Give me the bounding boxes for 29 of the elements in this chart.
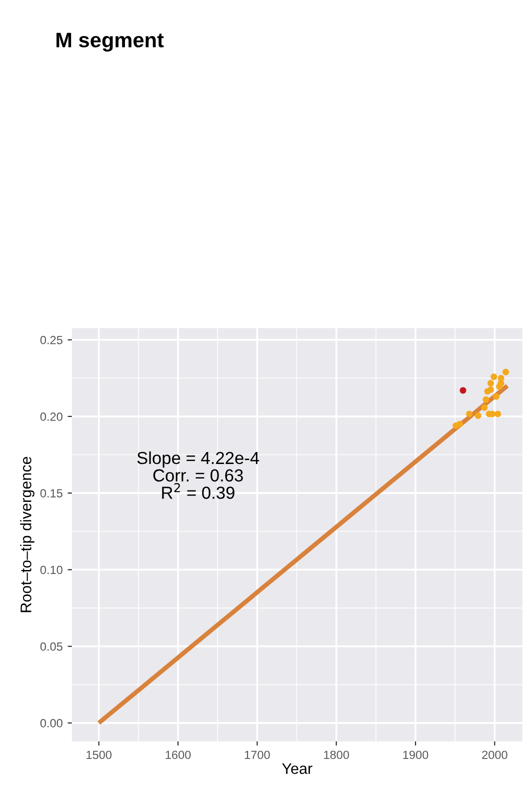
y-tick-label: 0.15 — [40, 489, 62, 498]
point — [460, 387, 466, 394]
point — [482, 396, 490, 403]
point — [490, 374, 498, 380]
point — [474, 412, 482, 419]
y-tick-label: 0.00 — [40, 718, 62, 728]
point — [492, 393, 500, 400]
point — [487, 380, 494, 386]
point — [456, 420, 464, 428]
point — [502, 368, 510, 376]
y-axis-title: Root–to–tip divergence — [20, 456, 34, 612]
point — [498, 380, 504, 386]
point — [487, 386, 494, 393]
x-tick-label: 1500 — [86, 750, 112, 760]
point — [481, 404, 488, 411]
chart-title: M segment — [56, 32, 164, 52]
point — [494, 410, 502, 418]
x-tick-label: 1600 — [166, 750, 191, 760]
annotation: Slope = 4.22e-4 Corr. = 0.63 R$^{2}$ = 0.39 — [137, 451, 260, 499]
x-tick-label: 1700 — [244, 750, 270, 760]
x-axis-title: Year — [282, 763, 312, 774]
y-tick-label: 0.25 — [40, 336, 62, 344]
x-tick-label: 2000 — [482, 750, 508, 760]
y-tick-label: 0.05 — [40, 642, 62, 651]
x-tick-label: 1900 — [403, 750, 428, 760]
point — [466, 410, 473, 418]
y-tick-label: 0.10 — [40, 566, 62, 574]
y-tick-label: 0.20 — [40, 412, 62, 421]
x-tick-label: 1800 — [324, 750, 350, 760]
